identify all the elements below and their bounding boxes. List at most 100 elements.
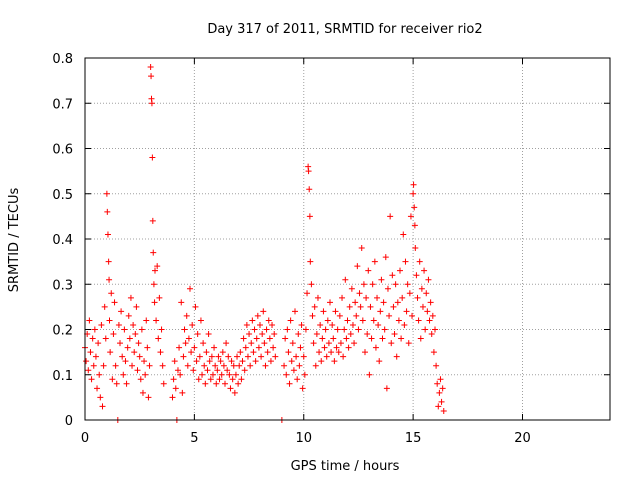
data-point — [309, 312, 316, 319]
data-point — [83, 358, 90, 365]
data-point — [247, 362, 254, 369]
data-point — [406, 290, 413, 297]
data-point — [298, 321, 305, 328]
data-point — [125, 312, 132, 319]
data-point — [259, 331, 266, 338]
data-point — [411, 222, 418, 229]
data-point — [101, 303, 108, 310]
data-point — [243, 321, 250, 328]
data-point — [141, 358, 148, 365]
data-point — [234, 353, 241, 360]
x-axis-label: GPS time / hours — [291, 459, 400, 474]
data-point — [346, 303, 353, 310]
data-point — [225, 353, 232, 360]
data-point — [223, 340, 230, 347]
data-point — [123, 380, 130, 387]
y-tick-label: 0.1 — [52, 369, 73, 384]
x-tick-label: 15 — [405, 431, 422, 446]
data-point — [423, 290, 430, 297]
data-point — [306, 186, 313, 193]
data-point — [372, 344, 379, 351]
data-point — [339, 294, 346, 301]
data-point — [313, 331, 320, 338]
data-point — [146, 362, 153, 369]
data-point — [95, 340, 102, 347]
data-point — [328, 349, 335, 356]
data-point — [182, 340, 189, 347]
data-point — [305, 168, 312, 175]
x-tick-label: 0 — [81, 431, 89, 446]
data-point — [148, 100, 155, 107]
x-tick-label: 20 — [514, 431, 531, 446]
tick-labels: 0 5 10 15 20 0 0.1 0.2 0.3 0.4 0.5 0.6 0.7 0.8 — [52, 52, 530, 446]
data-point — [284, 326, 291, 333]
data-point — [135, 340, 142, 347]
data-point — [133, 303, 140, 310]
data-point — [130, 321, 137, 328]
data-point — [424, 308, 431, 315]
data-point — [179, 389, 186, 396]
data-point — [310, 340, 317, 347]
data-point — [149, 154, 156, 161]
data-point — [236, 362, 243, 369]
data-point — [365, 267, 372, 274]
data-point — [288, 358, 295, 365]
data-point — [235, 380, 242, 387]
data-point — [237, 349, 244, 356]
data-point — [410, 181, 417, 188]
data-point — [376, 358, 383, 365]
data-point — [436, 389, 443, 396]
data-point — [170, 376, 177, 383]
data-point — [422, 326, 429, 333]
data-point — [174, 367, 181, 374]
data-point — [378, 276, 385, 283]
chart-title: Day 317 of 2011, SRMTID for receiver rio… — [207, 22, 482, 37]
data-point — [89, 335, 96, 342]
data-point — [92, 353, 99, 360]
data-point — [172, 385, 179, 392]
data-point — [184, 362, 191, 369]
data-point — [301, 371, 308, 378]
data-point — [370, 317, 377, 324]
data-point — [185, 335, 192, 342]
data-point — [85, 367, 92, 374]
data-point — [364, 331, 371, 338]
data-point — [317, 321, 324, 328]
data-point — [272, 353, 279, 360]
data-point — [91, 326, 98, 333]
data-point — [411, 204, 418, 211]
data-point — [407, 213, 414, 220]
data-point — [196, 353, 203, 360]
data-point — [439, 385, 446, 392]
data-point — [248, 340, 255, 347]
data-point — [218, 371, 225, 378]
data-point — [99, 403, 106, 410]
data-point — [438, 398, 445, 405]
data-point — [289, 340, 296, 347]
data-point — [103, 190, 110, 197]
y-tick-label: 0.4 — [52, 233, 73, 248]
data-point — [159, 362, 166, 369]
data-point — [240, 335, 247, 342]
data-point — [325, 340, 332, 347]
data-point — [347, 331, 354, 338]
data-point — [158, 326, 165, 333]
data-point — [214, 367, 221, 374]
data-point — [341, 326, 348, 333]
data-point — [199, 371, 206, 378]
data-point — [104, 208, 111, 215]
data-point — [421, 267, 428, 274]
data-point — [97, 394, 104, 401]
x-tick-label: 10 — [295, 431, 312, 446]
data-point — [349, 321, 356, 328]
data-point — [208, 353, 215, 360]
data-point — [294, 376, 301, 383]
data-point — [330, 335, 337, 342]
data-point — [398, 335, 405, 342]
data-point — [340, 353, 347, 360]
data-point — [410, 190, 417, 197]
data-point — [144, 344, 151, 351]
data-point — [203, 349, 210, 356]
y-tick-label: 0.5 — [52, 188, 73, 203]
data-point — [219, 349, 226, 356]
